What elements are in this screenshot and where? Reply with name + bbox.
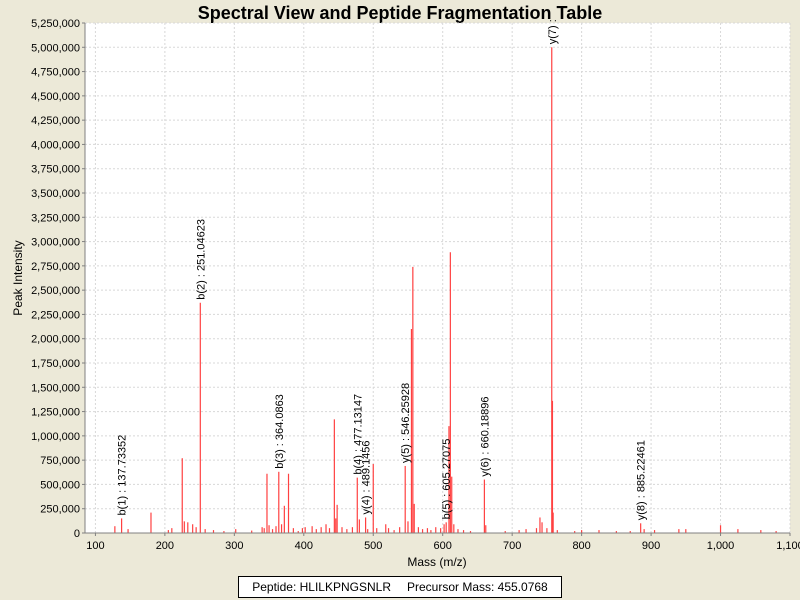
y-tick-label: 1,250,000 <box>31 407 80 419</box>
y-tick-label: 3,750,000 <box>31 164 80 176</box>
y-tick-label: 1,500,000 <box>31 382 80 394</box>
x-tick-label: 100 <box>86 540 104 552</box>
y-tick-label: 2,750,000 <box>31 261 80 273</box>
y-tick-label: 1,000,000 <box>31 431 80 443</box>
peak-annotation: y(5) : 546.25928 <box>400 383 412 463</box>
y-tick-label: 0 <box>74 528 80 540</box>
peak-annotation: b(5) : 605.27075 <box>441 439 453 520</box>
chart-title: Spectral View and Peptide Fragmentation … <box>197 3 603 23</box>
y-tick-label: 4,250,000 <box>31 115 80 127</box>
peak-annotation: b(4) : 477.13147 <box>352 394 364 475</box>
y-tick-label: 3,500,000 <box>31 188 80 200</box>
x-tick-label: 900 <box>642 540 660 552</box>
y-tick-label: 5,250,000 <box>31 18 80 30</box>
y-tick-label: 2,000,000 <box>31 334 80 346</box>
peak-annotation: y(8) : 885.22461 <box>636 440 648 520</box>
peak-annotation: b(2) : 251.04623 <box>195 219 207 300</box>
y-tick-label: 500,000 <box>40 479 80 491</box>
y-tick-label: 3,250,000 <box>31 212 80 224</box>
y-tick-label: 3,000,000 <box>31 237 80 249</box>
x-tick-label: 200 <box>156 540 174 552</box>
y-tick-label: 2,250,000 <box>31 309 80 321</box>
x-tick-label: 500 <box>364 540 382 552</box>
grid-lines <box>85 22 791 533</box>
peak-annotations: b(1) : 137.73352 b(2) : 251.04623 b(3) : 3… <box>117 19 648 520</box>
x-axis-label: Mass (m/z) <box>407 555 466 569</box>
x-tick-label: 300 <box>225 540 243 552</box>
y-tick-label: 4,000,000 <box>31 139 80 151</box>
legend-precursor: Precursor Mass: 455.0768 <box>406 580 548 594</box>
plot-area <box>85 23 790 533</box>
y-axis-label: Peak Intensity <box>11 240 25 315</box>
peak-annotation: b(3) : 364.0863 <box>274 394 286 469</box>
peak-annotation: y(4) : 489.1456 <box>361 440 373 514</box>
peak-annotation: y(6) : 660.18896 <box>479 396 491 476</box>
y-tick-label: 4,500,000 <box>31 91 80 103</box>
x-tick-label: 400 <box>295 540 313 552</box>
x-tick-label: 700 <box>503 540 521 552</box>
x-tick-label: 600 <box>434 540 452 552</box>
x-tick-label: 1,000 <box>707 540 735 552</box>
axis-ticks: 0 250,000 500,000 750,000 1,000,000 1,250,000… <box>31 18 800 552</box>
y-tick-label: 250,000 <box>40 504 80 516</box>
legend: Peptide: HLILKPNGSNLR Precursor Mass: 45… <box>238 576 562 598</box>
y-tick-label: 1,750,000 <box>31 358 80 370</box>
peak-annotation: b(1) : 137.73352 <box>117 435 129 516</box>
y-tick-label: 4,750,000 <box>31 67 80 79</box>
y-tick-label: 2,500,000 <box>31 285 80 297</box>
peaks <box>114 47 777 533</box>
legend-peptide: Peptide: HLILKPNGSNLR <box>252 580 391 594</box>
y-tick-label: 5,000,000 <box>31 42 80 54</box>
axes <box>84 23 790 534</box>
peak-annotation: y(7) : <box>547 19 559 44</box>
x-tick-label: 1,100 <box>776 540 800 552</box>
x-tick-label: 800 <box>572 540 590 552</box>
y-tick-label: 750,000 <box>40 455 80 467</box>
